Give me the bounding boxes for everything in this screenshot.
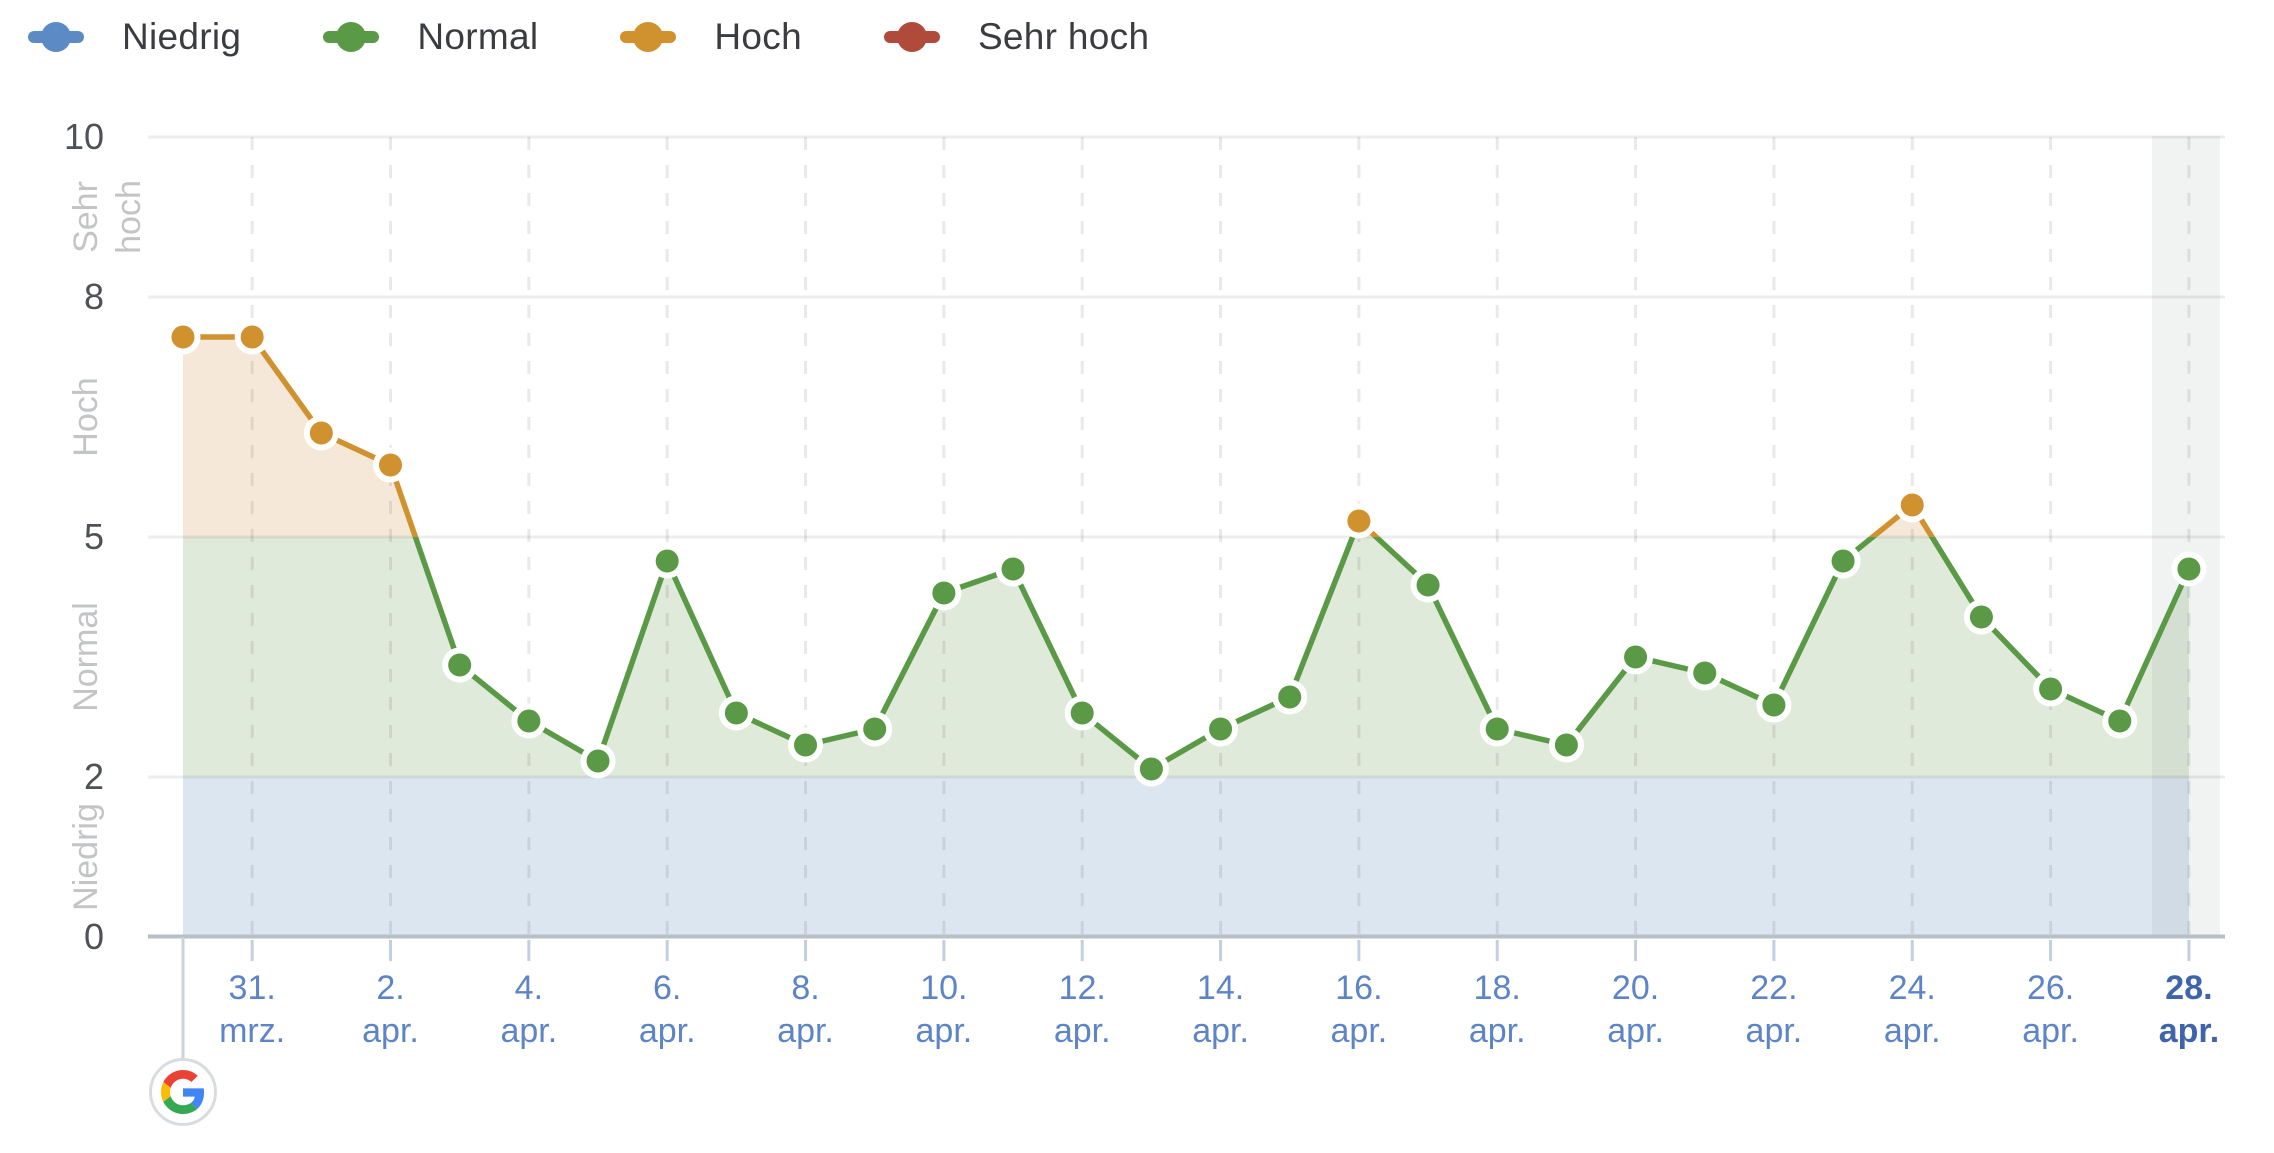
data-point-26-apr[interactable] <box>2033 671 2069 707</box>
data-point-24-apr[interactable] <box>1894 487 1930 523</box>
y-band-label-niedrig: Niedrig <box>67 803 105 911</box>
data-point-16-apr[interactable] <box>1341 503 1377 539</box>
y-axis-label-10: 10 <box>64 116 104 157</box>
x-axis-label-16.apr.: apr. <box>1331 1012 1388 1050</box>
data-point-7-apr[interactable] <box>718 695 754 731</box>
x-axis-label-4.apr.: 4. <box>515 969 543 1007</box>
data-point-23-apr[interactable] <box>1825 543 1861 579</box>
legend-label-sehr-hoch: Sehr hoch <box>977 16 1150 57</box>
x-axis-label-6.apr.: 6. <box>653 969 681 1007</box>
data-point-11-apr[interactable] <box>995 551 1031 587</box>
x-axis-label-31.mrz.: mrz. <box>219 1012 285 1050</box>
data-point-3-apr[interactable] <box>442 647 478 683</box>
today-highlight-band <box>2152 136 2220 937</box>
x-axis-label-12.apr.: apr. <box>1054 1012 1111 1050</box>
x-axis-label-26.apr.: apr. <box>2022 1012 2079 1050</box>
data-point-6-apr[interactable] <box>649 543 685 579</box>
x-axis-label-8.apr.: apr. <box>777 1012 834 1050</box>
legend-label-niedrig: Niedrig <box>122 16 242 57</box>
niedrig-series-marker-icon <box>28 20 84 54</box>
data-point-19-apr[interactable] <box>1548 727 1584 763</box>
google-logo-icon <box>149 1058 217 1126</box>
sehr-hoch-series-marker-icon <box>883 20 940 54</box>
data-point-28-apr[interactable] <box>2171 551 2207 587</box>
data-point-18-apr[interactable] <box>1479 711 1515 747</box>
x-axis-label-26.apr.: 26. <box>2027 969 2074 1007</box>
chart-legend: Niedrig Normal Hoch Sehr hoch <box>28 16 1149 58</box>
x-axis-label-10.apr.: apr. <box>916 1012 973 1050</box>
area-fill-niedrig <box>183 777 2189 937</box>
x-axis-label-24.apr.: apr. <box>1884 1012 1941 1050</box>
x-axis-label-18.apr.: apr. <box>1469 1012 1526 1050</box>
data-point-4-apr[interactable] <box>511 703 547 739</box>
data-point-9-apr[interactable] <box>857 711 893 747</box>
data-point-2-apr[interactable] <box>373 447 409 483</box>
x-axis-label-28.apr.: 28. <box>2165 969 2212 1007</box>
y-axis-label-0: 0 <box>84 916 104 957</box>
data-point-21-apr[interactable] <box>1687 655 1723 691</box>
y-axis-label-2: 2 <box>84 756 104 797</box>
y-axis-label-5: 5 <box>84 516 104 557</box>
x-axis-label-14.apr.: apr. <box>1192 1012 1249 1050</box>
area-fill-hoch <box>183 337 1933 537</box>
x-axis-label-14.apr.: 14. <box>1197 969 1244 1007</box>
x-axis-label-24.apr.: 24. <box>1889 969 1936 1007</box>
x-axis-label-2.apr.: apr. <box>362 1012 419 1050</box>
data-point-12-apr[interactable] <box>1064 695 1100 731</box>
y-axis-label-8: 8 <box>84 276 104 317</box>
x-axis-label-16.apr.: 16. <box>1335 969 1382 1007</box>
x-axis-label-22.apr.: 22. <box>1750 969 1797 1007</box>
legend-label-normal: Normal <box>417 16 539 57</box>
data-point-14-apr[interactable] <box>1203 711 1239 747</box>
data-point-10-apr[interactable] <box>926 575 962 611</box>
data-point-27-apr[interactable] <box>2102 703 2138 739</box>
data-point-22-apr[interactable] <box>1756 687 1792 723</box>
y-band-label-hoch: Hoch <box>67 377 105 456</box>
normal-series-marker-icon <box>323 20 380 54</box>
x-axis-label-4.apr.: apr. <box>500 1012 557 1050</box>
data-point-31-mrz[interactable] <box>234 319 270 355</box>
data-point-17-apr[interactable] <box>1410 567 1446 603</box>
legend-item-normal[interactable]: Normal <box>323 16 538 58</box>
x-axis-label-31.mrz.: 31. <box>229 969 276 1007</box>
legend-item-hoch[interactable]: Hoch <box>620 16 802 58</box>
x-axis-label-20.apr.: apr. <box>1607 1012 1664 1050</box>
legend-item-niedrig[interactable]: Niedrig <box>28 16 241 58</box>
y-band-label-sehr-hoch: Sehr <box>67 181 105 253</box>
data-point-20-apr[interactable] <box>1618 639 1654 675</box>
y-band-label-normal: Normal <box>67 602 105 712</box>
area-fill-normal <box>183 537 2189 777</box>
data-point-1-apr[interactable] <box>303 415 339 451</box>
y-band-label-sehr-hoch: hoch <box>110 180 148 254</box>
x-axis-label-12.apr.: 12. <box>1059 969 1106 1007</box>
x-axis-label-10.apr.: 10. <box>920 969 967 1007</box>
x-axis-label-8.apr.: 8. <box>791 969 819 1007</box>
data-point-5-apr[interactable] <box>580 743 616 779</box>
data-point-30-mrz[interactable] <box>165 319 201 355</box>
x-axis-label-22.apr.: apr. <box>1746 1012 1803 1050</box>
legend-label-hoch: Hoch <box>714 16 802 57</box>
hoch-series-marker-icon <box>620 20 677 54</box>
x-axis-label-2.apr.: 2. <box>376 969 404 1007</box>
data-point-25-apr[interactable] <box>1963 599 1999 635</box>
x-axis-label-18.apr.: 18. <box>1474 969 1521 1007</box>
legend-item-sehr-hoch[interactable]: Sehr hoch <box>883 16 1150 58</box>
data-point-8-apr[interactable] <box>788 727 824 763</box>
data-point-15-apr[interactable] <box>1272 679 1308 715</box>
x-axis-label-6.apr.: apr. <box>639 1012 696 1050</box>
data-point-13-apr[interactable] <box>1133 751 1169 787</box>
x-axis-label-28.apr.: apr. <box>2159 1012 2219 1050</box>
x-axis-label-20.apr.: 20. <box>1612 969 1659 1007</box>
